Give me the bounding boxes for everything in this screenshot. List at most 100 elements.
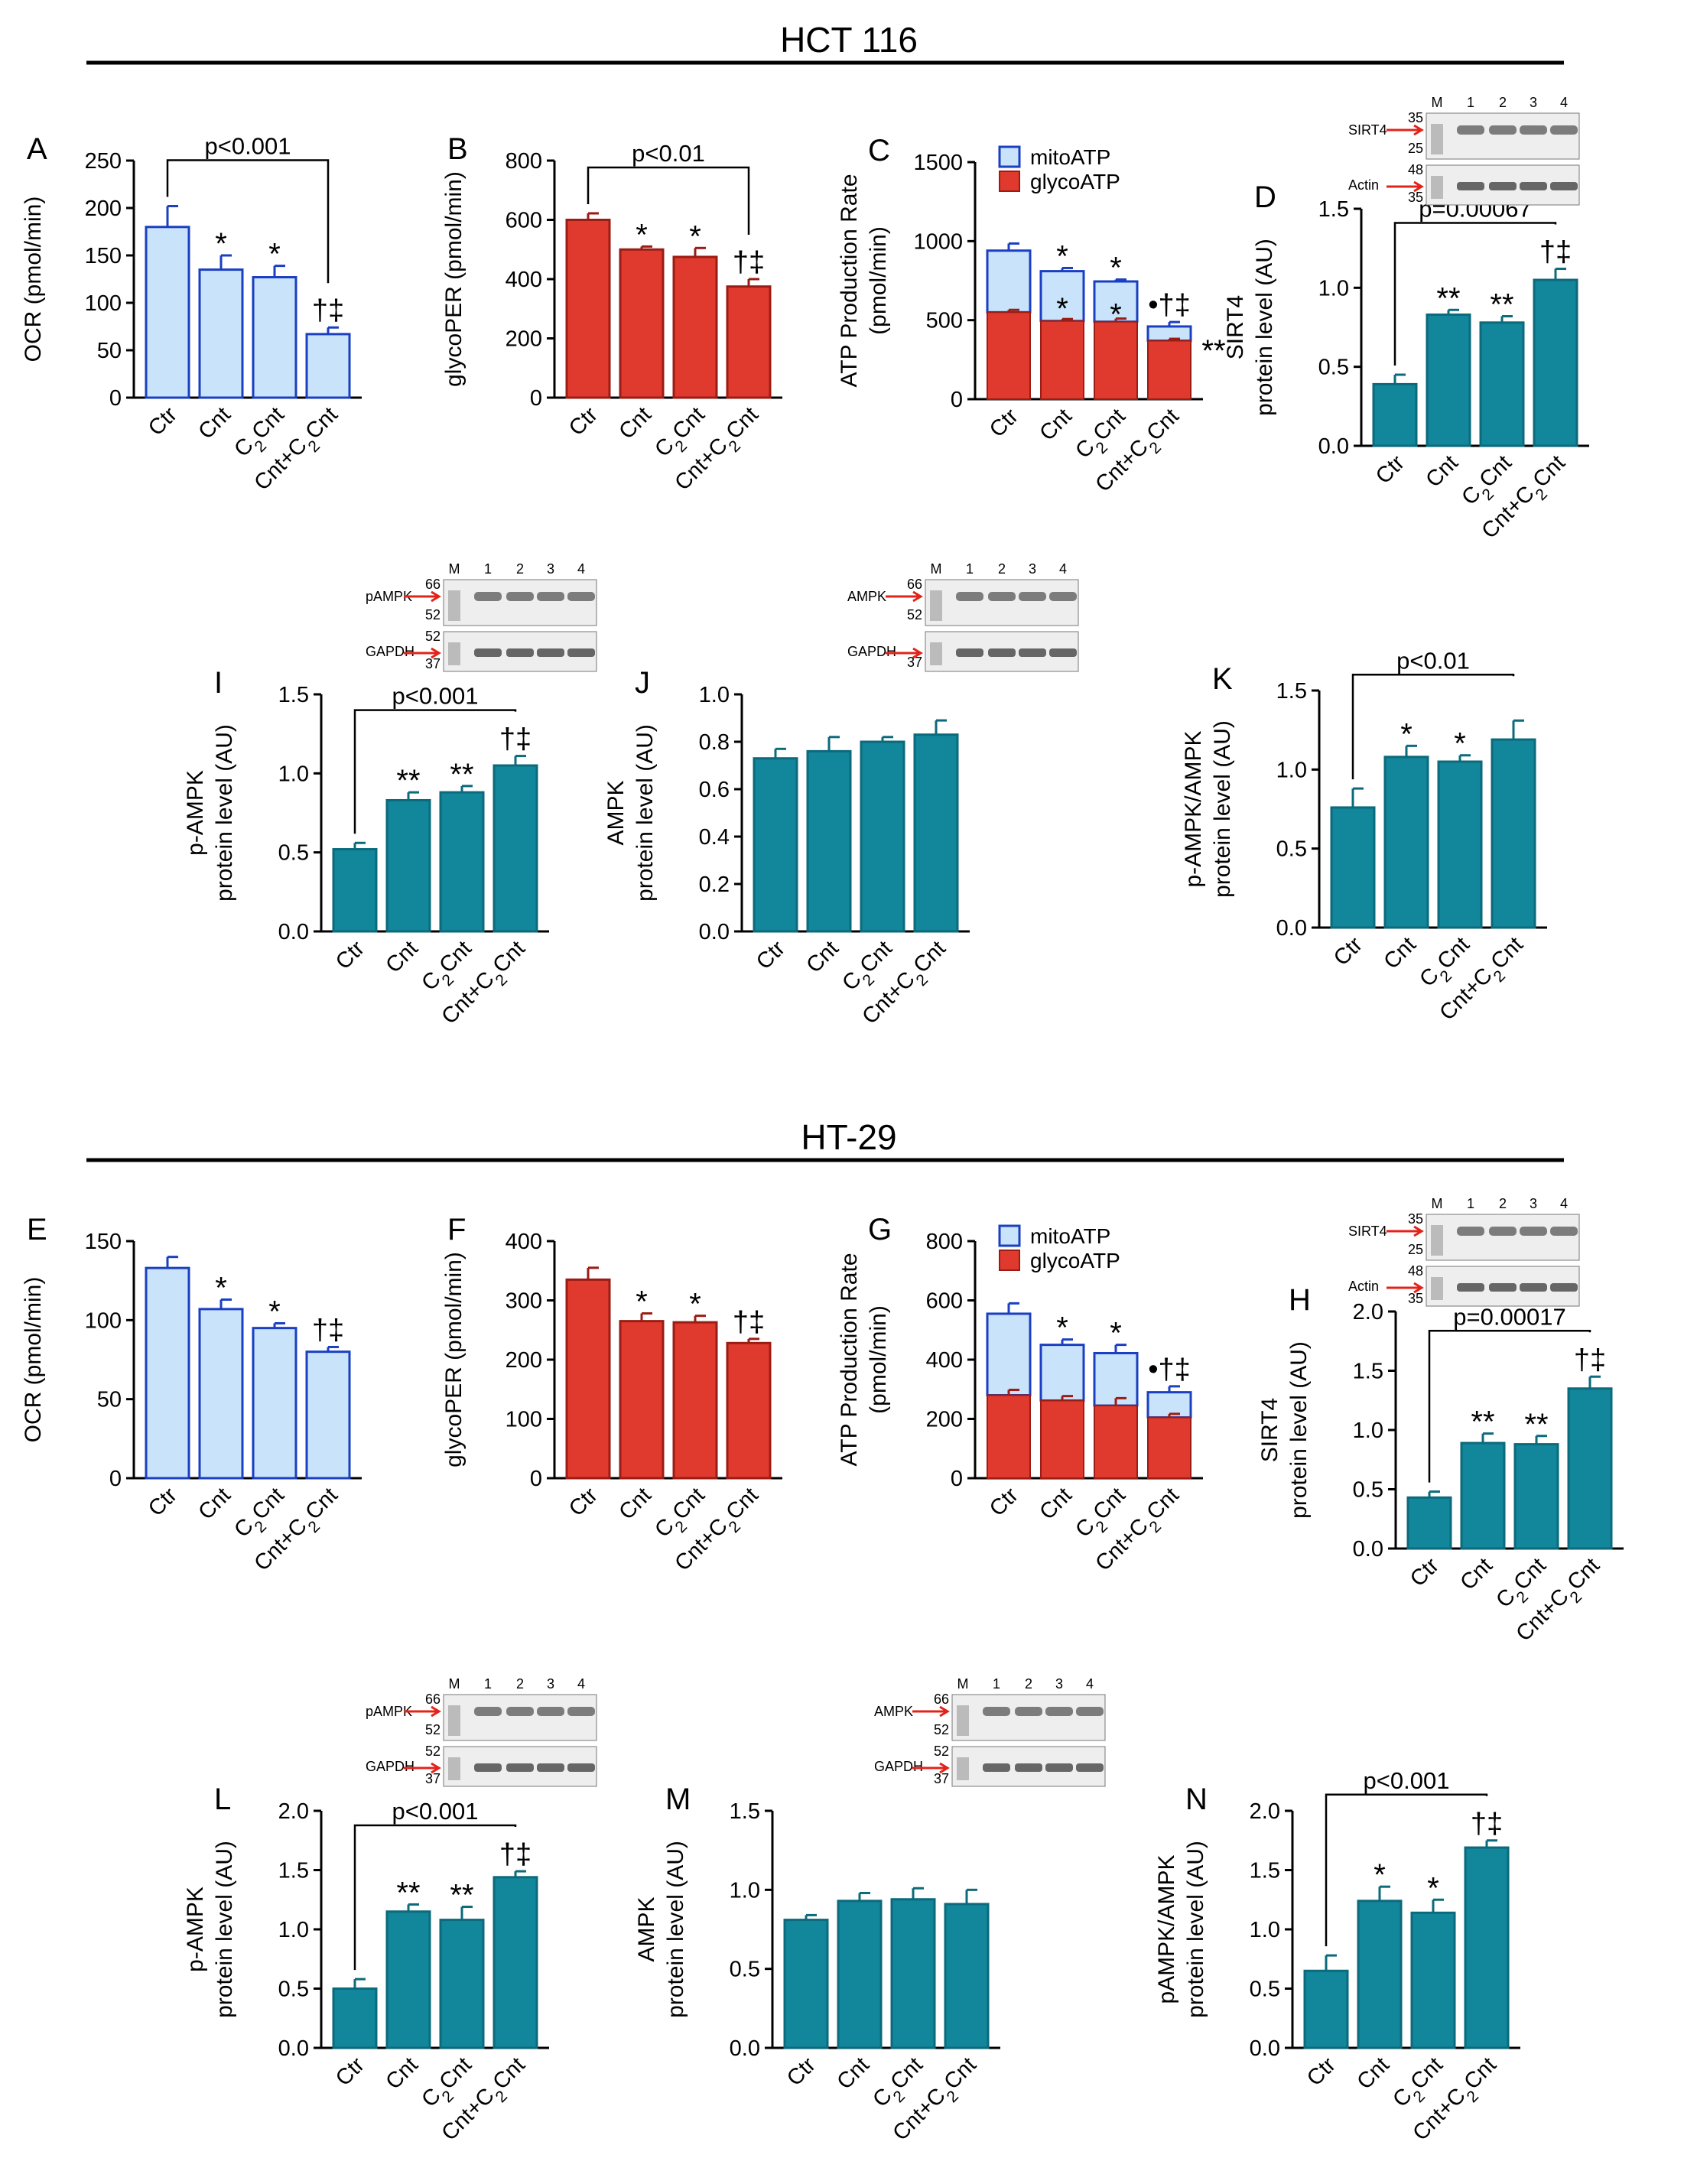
blot-band — [1489, 1283, 1517, 1292]
significance-mark: * — [1056, 292, 1068, 326]
lane-number: 2 — [1499, 95, 1507, 110]
y-tick-label: 150 — [85, 1230, 122, 1254]
blot-loading-label: GAPDH — [366, 644, 414, 659]
x-tick-label: Ctr — [564, 402, 603, 440]
bar — [672, 1321, 718, 1480]
y-axis-label: (pmol/min) — [866, 226, 891, 335]
x-tick-label: Cnt — [614, 1483, 656, 1525]
bar — [385, 798, 431, 933]
marker-size: 52 — [425, 607, 441, 622]
bar — [1383, 756, 1429, 929]
y-tick-label: 0.0 — [1318, 434, 1349, 459]
y-tick-label: 400 — [506, 1230, 542, 1254]
lane-number: 4 — [1086, 1676, 1094, 1692]
y-tick-label: 0 — [951, 388, 963, 412]
marker-lane — [448, 642, 460, 665]
bar-mitoATP — [1039, 270, 1085, 323]
bar-mitoATP — [1039, 1344, 1085, 1402]
x-tick-label: Ctr — [1406, 1553, 1444, 1591]
lane-number: 1 — [1467, 1196, 1474, 1211]
y-axis-label: p-AMPK — [183, 770, 208, 856]
legend-swatch-mitoATP — [998, 145, 1021, 168]
y-tick-label: 50 — [97, 1388, 122, 1412]
x-tick-label: Ctr — [1371, 450, 1409, 489]
p-value-label: p=0.00017 — [1453, 1303, 1565, 1330]
bar — [619, 1320, 665, 1480]
significance-mark: ** — [1471, 1406, 1494, 1439]
bar — [1410, 1911, 1456, 2049]
bar — [439, 791, 485, 933]
y-axis-label: glycoPER (pmol/min) — [441, 1252, 467, 1467]
legend-label: mitoATP — [1030, 1224, 1110, 1248]
panel-letter: J — [635, 666, 650, 700]
significance-bracket — [1351, 674, 1515, 780]
bar — [145, 226, 190, 399]
marker-size: 35 — [1408, 190, 1423, 205]
blot-strip-top — [1426, 112, 1580, 160]
significance-bracket — [353, 1824, 517, 1971]
blot-band — [983, 1763, 1010, 1772]
y-axis-label: OCR (pmol/min) — [21, 197, 46, 362]
y-tick-label: 200 — [506, 327, 542, 352]
bar — [332, 848, 378, 933]
blot-band — [506, 592, 534, 601]
legend-label: mitoATP — [1030, 145, 1110, 169]
blot-band — [1550, 1227, 1578, 1236]
arrow-icon — [1387, 124, 1424, 136]
blot-band — [1045, 1707, 1073, 1716]
y-tick-label: 800 — [926, 1230, 963, 1254]
blot-band — [506, 1707, 534, 1716]
significance-mark: †‡ — [312, 1314, 344, 1346]
bar — [1464, 1846, 1510, 2049]
x-tick-label: Cnt — [1421, 450, 1463, 492]
y-tick-label: 1000 — [913, 229, 963, 254]
bar — [1437, 760, 1483, 929]
blot-band — [567, 1763, 595, 1772]
blot-strip-top — [443, 1694, 597, 1741]
bar-glycoATP — [1094, 1405, 1138, 1479]
bar — [1330, 806, 1376, 929]
panel-D: D 0.0 0.5 1.0 1.5 SIRT4 protein level (AU) Ctr C… — [1223, 180, 1589, 548]
panel-letter: C — [868, 134, 890, 167]
y-axis-label: protein level (AU) — [632, 724, 658, 902]
panel-I: I 0.0 0.5 1.0 1.5 p-AMPK protein level (AU) Ctr… — [183, 666, 549, 1029]
arrow-icon — [404, 647, 441, 659]
blot-band — [474, 592, 502, 601]
lane-number: 1 — [966, 561, 974, 577]
lane-number: 3 — [547, 1676, 554, 1692]
x-tick-label: Cnt+C2Cnt — [1477, 450, 1575, 548]
significance-mark: * — [268, 1295, 281, 1328]
x-tick-label: Cnt — [1035, 1483, 1077, 1525]
p-value-label: p<0.001 — [392, 1798, 479, 1825]
significance-mark: •†‡ — [1148, 289, 1191, 321]
marker-lane — [448, 1705, 460, 1736]
blot-band — [956, 592, 983, 601]
blot-band — [1520, 1283, 1547, 1292]
section-title-hct116: HCT 116 — [780, 20, 918, 60]
lane-number: 3 — [1530, 95, 1537, 110]
marker-size: 48 — [1408, 1263, 1423, 1279]
x-tick-label: Cnt — [193, 402, 236, 444]
y-tick-label: 0.5 — [278, 841, 309, 866]
blot-band — [537, 648, 564, 657]
p-value-label: p<0.01 — [1396, 647, 1470, 674]
bar — [439, 1919, 485, 2049]
marker-size: 66 — [425, 577, 441, 592]
bar — [332, 1987, 378, 2049]
marker-size: 52 — [907, 607, 922, 622]
y-tick-label: 1.0 — [699, 683, 730, 707]
blot-band — [1015, 1763, 1042, 1772]
arrow-icon — [404, 1705, 441, 1718]
x-tick-label: Ctr — [782, 2052, 821, 2091]
blot-band — [1489, 1227, 1517, 1236]
blot-strip-top — [951, 1694, 1106, 1741]
bar — [1357, 1900, 1403, 2049]
x-tick-label: Ctr — [564, 1483, 603, 1521]
marker-size: 37 — [907, 655, 922, 670]
bar-glycoATP — [1094, 320, 1138, 401]
bar — [1567, 1387, 1613, 1550]
y-tick-label: 1.5 — [1353, 1360, 1383, 1384]
blot-band — [474, 648, 502, 657]
